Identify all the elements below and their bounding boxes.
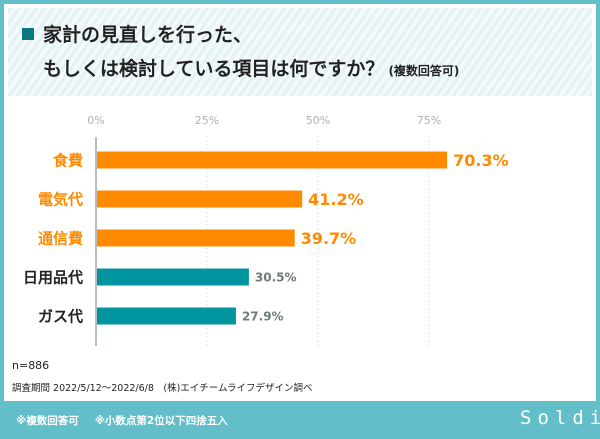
data-label: 39.7% xyxy=(301,229,357,248)
bar xyxy=(97,268,249,286)
bar-chart: 0% 25% 50% 75% 食費 70.3% 電気代 41.2% 通信費 39.7% 日用品代 30… xyxy=(23,114,509,348)
soldi-logo: Soldi xyxy=(520,407,600,429)
survey-period: 調査期間 2022/5/12〜2022/6/8 (株)エイチームライフデザイン調… xyxy=(12,383,313,394)
bar xyxy=(97,190,303,208)
sample-size: n=886 xyxy=(12,359,50,372)
footer-note: ※複数回答可 xyxy=(16,415,79,427)
bar xyxy=(97,229,295,247)
title-square-icon xyxy=(22,28,34,40)
x-tick-label: 50% xyxy=(306,114,330,127)
category-label: ガス代 xyxy=(38,308,83,326)
data-label: 30.5% xyxy=(255,271,297,285)
category-label: 食費 xyxy=(53,152,83,170)
chart-title-line2: もしくは検討している項目は何ですか？ xyxy=(43,58,385,80)
data-label: 41.2% xyxy=(308,190,364,209)
footer-notes: ※複数回答可 ※小数点第2位以下四捨五入 xyxy=(16,413,244,428)
x-tick-label: 25% xyxy=(195,114,219,127)
x-tick-label: 75% xyxy=(417,114,441,127)
footer-note: ※小数点第2位以下四捨五入 xyxy=(94,415,228,427)
bar xyxy=(97,307,236,325)
title-banner xyxy=(8,8,592,96)
category-label: 日用品代 xyxy=(23,269,83,287)
data-label: 27.9% xyxy=(242,310,284,324)
category-label: 通信費 xyxy=(38,230,83,248)
category-label: 電気代 xyxy=(38,191,83,209)
x-tick-label: 0% xyxy=(87,114,104,127)
chart-title-line1: 家計の見直しを行った、 xyxy=(43,24,253,46)
bar xyxy=(97,151,448,169)
chart-title-note: (複数回答可) xyxy=(388,64,460,78)
data-label: 70.3% xyxy=(453,151,509,170)
